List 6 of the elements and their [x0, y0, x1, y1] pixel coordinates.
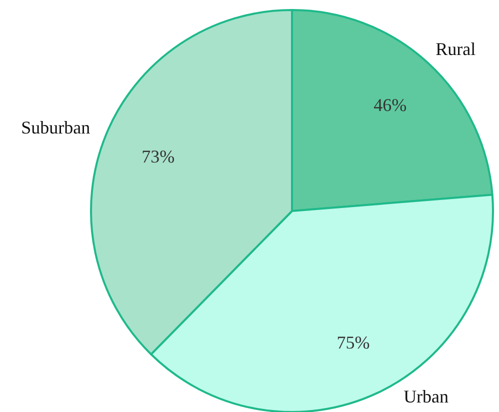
- data-label: 75%: [336, 332, 370, 352]
- slice-label: Urban: [404, 386, 449, 406]
- data-label: 73%: [142, 146, 175, 166]
- data-label: 46%: [374, 94, 407, 115]
- slice-label: Suburban: [21, 118, 90, 138]
- slice-label: Rural: [436, 38, 476, 59]
